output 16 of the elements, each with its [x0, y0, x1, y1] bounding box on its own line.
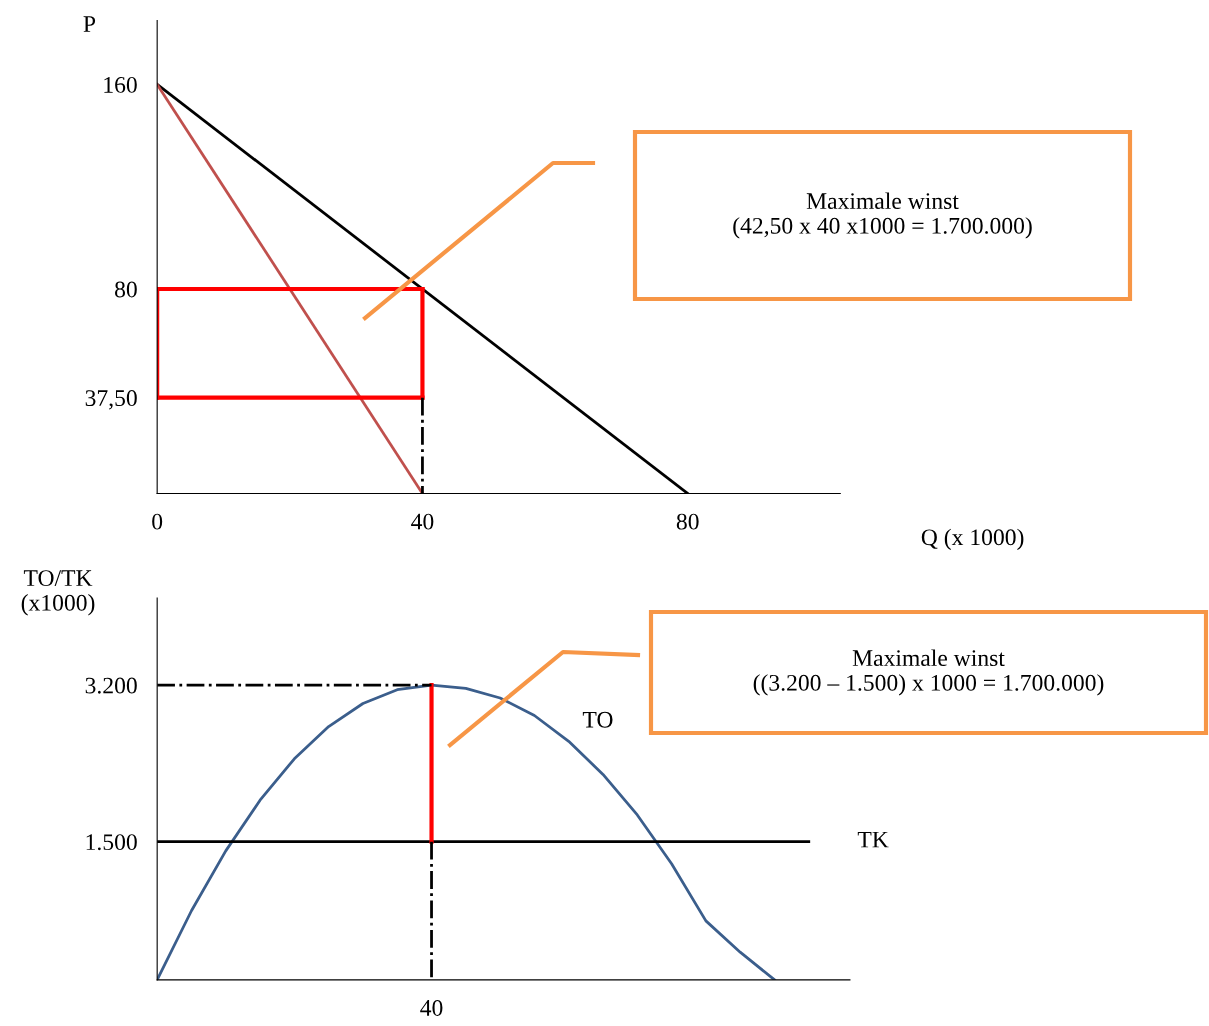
y-axis-title: TO/TK (x1000)	[21, 570, 95, 616]
x-tick-label: 80	[676, 513, 699, 530]
x-tick-label: 40	[411, 513, 434, 530]
y-tick-label: 3.200	[85, 677, 137, 694]
x-tick-label: 0	[152, 513, 163, 530]
y-tick-label: 160	[104, 76, 137, 93]
y-tick-label: 37,50	[85, 390, 137, 410]
series-label: TO	[582, 711, 613, 728]
annotation: Maximale winst ((3.200 – 1.500) x 1000 = 1.700.000)	[753, 649, 1104, 696]
x-axis-title: Q (x 1000)	[921, 528, 1024, 551]
text: TK	[857, 831, 889, 848]
annotation: Maximale winst (42,50 x 40 x1000 = 1.700.000)	[733, 192, 1032, 239]
y-tick-label: 80	[115, 281, 137, 298]
x-tick-label: 40	[420, 999, 443, 1016]
y-axis-title: P	[83, 16, 96, 32]
y-tick-label: 1.500	[86, 834, 137, 851]
